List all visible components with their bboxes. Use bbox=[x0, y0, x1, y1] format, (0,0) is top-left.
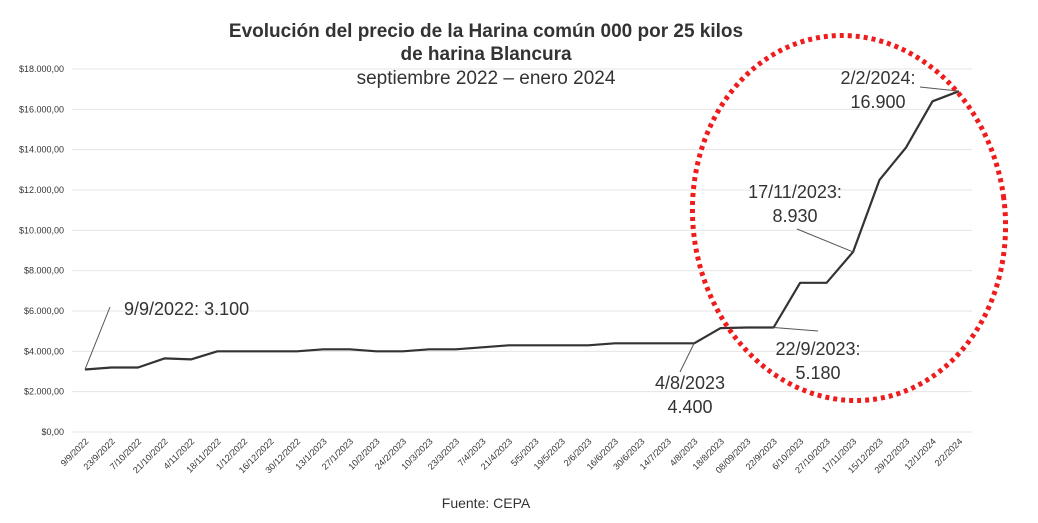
annotations: 9/9/2022: 3.100 4/8/2023 4.400 22/9/2023: 5.… bbox=[84, 68, 960, 417]
y-tick-label: $16.000,00 bbox=[19, 104, 64, 114]
chart-subtitle: septiembre 2022 – enero 2024 bbox=[357, 68, 616, 89]
annotation-leader bbox=[84, 306, 111, 370]
y-tick-label: $12.000,00 bbox=[19, 185, 64, 195]
chart-title-line2: de harina Blancura bbox=[400, 44, 571, 65]
annotation-value: 8.930 bbox=[772, 206, 817, 226]
x-axis-ticks: 9/9/202223/9/20227/10/202221/10/20224/11… bbox=[59, 436, 965, 475]
y-tick-label: $4.000,00 bbox=[24, 346, 64, 356]
annotation-leader bbox=[919, 86, 960, 92]
annotation-label: 4/8/2023 bbox=[655, 373, 725, 393]
annotation-label: 2/2/2024: bbox=[840, 68, 915, 88]
annotation-leader bbox=[773, 327, 819, 332]
annotation-label: 9/9/2022: 3.100 bbox=[124, 299, 249, 319]
y-axis-ticks: $0,00 $2.000,00 $4.000,00 $6.000,00 $8.000,0… bbox=[19, 64, 64, 437]
annotation-value: 16.900 bbox=[850, 92, 905, 112]
annotation-leader bbox=[796, 228, 854, 253]
y-tick-label: $10.000,00 bbox=[19, 225, 64, 235]
chart-source: Fuente: CEPA bbox=[442, 495, 531, 511]
series-line bbox=[84, 90, 960, 371]
annotation-leader bbox=[679, 343, 695, 373]
y-tick-label: $8.000,00 bbox=[24, 266, 64, 276]
y-tick-label: $18.000,00 bbox=[19, 64, 64, 74]
chart-title-line1: Evolución del precio de la Harina común … bbox=[229, 21, 743, 42]
annotation-value: 4.400 bbox=[667, 397, 712, 417]
y-tick-label: $14.000,00 bbox=[19, 145, 64, 155]
annotation-value: 5.180 bbox=[795, 363, 840, 383]
highlight-ellipse bbox=[689, 32, 1009, 404]
annotation-label: 22/9/2023: bbox=[775, 339, 860, 359]
x-tick-label: 2/2/2024 bbox=[933, 436, 965, 468]
annotation-label: 17/11/2023: bbox=[748, 182, 842, 202]
y-tick-label: $6.000,00 bbox=[24, 306, 64, 316]
y-tick-label: $0,00 bbox=[41, 427, 64, 437]
y-tick-label: $2.000,00 bbox=[24, 387, 64, 397]
series-layer bbox=[84, 90, 960, 371]
